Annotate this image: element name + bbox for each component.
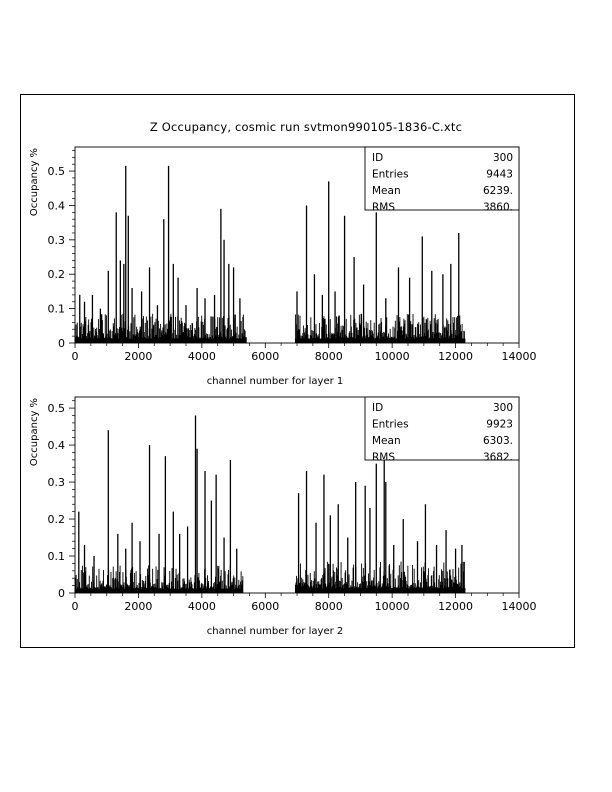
stats-label: Mean: [372, 435, 401, 447]
x-axis-label: channel number for layer 1: [207, 376, 344, 387]
x-axis-label: channel number for layer 2: [207, 626, 344, 637]
stats-label: Entries: [372, 169, 409, 181]
x-tick-label: 2000: [124, 350, 152, 363]
plot-panel-layer-1: 0 2000 4000 6000 8000 10000 12000 14000 0 0.1 0.2 0…: [29, 146, 537, 387]
stats-value: 9923: [486, 419, 513, 431]
histogram-bars: [74, 165, 466, 343]
y-tick-label: 0.2: [48, 268, 66, 281]
y-tick-label: 0: [58, 587, 65, 600]
x-tick-label: 10000: [375, 350, 410, 363]
y-tick-label: 0.5: [48, 402, 66, 415]
y-tick-label: 0.1: [48, 303, 66, 316]
stats-value: 6239.: [483, 185, 513, 197]
stats-label: RMS: [372, 202, 395, 214]
x-tick-label: 0: [72, 350, 79, 363]
x-tick-label: 2000: [124, 600, 152, 613]
y-tick-label: 0.3: [48, 476, 66, 489]
y-axis-label: Occupancy %: [29, 398, 40, 466]
y-tick-label: 0: [58, 337, 65, 350]
figure-frame: [20, 94, 575, 648]
y-tick-label: 0.4: [48, 199, 66, 212]
y-tick-label: 0.5: [48, 165, 66, 178]
y-tick-label: 0.4: [48, 439, 66, 452]
stats-box-frame: [364, 396, 520, 461]
y-tick-label: 0.2: [48, 513, 66, 526]
stats-value: 3682.: [483, 452, 513, 464]
stats-label: RMS: [372, 452, 395, 464]
x-tick-label: 4000: [188, 600, 216, 613]
x-tick-label: 4000: [188, 350, 216, 363]
x-tick-label: 0: [72, 600, 79, 613]
noise-bars: [74, 313, 466, 343]
figure-title: Z Occupancy, cosmic run svtmon990105-183…: [149, 120, 463, 134]
stats-label: ID: [372, 402, 383, 414]
stats-value: 9443: [486, 169, 513, 181]
stats-label: ID: [372, 152, 383, 164]
stats-box-frame: [364, 146, 520, 211]
x-tick-label: 10000: [375, 600, 410, 613]
plot-panel-layer-2: 0 2000 4000 6000 8000 10000 12000 14000 0 0.1 0.2 0…: [29, 396, 537, 637]
stats-label: Mean: [372, 185, 401, 197]
y-tick-label: 0.3: [48, 234, 66, 247]
histogram-bars: [74, 415, 466, 593]
stats-box: ID 300 Entries 9923 Mean 6303. RMS 3682.: [364, 396, 520, 464]
y-axis-label: Occupancy %: [29, 148, 40, 216]
stats-value: 3860.: [483, 202, 513, 214]
x-tick-label: 6000: [251, 350, 279, 363]
x-tick-label: 14000: [502, 350, 537, 363]
x-tick-label: 8000: [315, 350, 343, 363]
x-tick-label: 12000: [438, 600, 473, 613]
stats-value: 6303.: [483, 435, 513, 447]
stats-value: 300: [493, 402, 513, 414]
x-tick-label: 8000: [315, 600, 343, 613]
y-tick-label: 0.1: [48, 550, 66, 563]
stats-box: ID 300 Entries 9443 Mean 6239. RMS 3860.: [364, 146, 520, 214]
stats-label: Entries: [372, 419, 409, 431]
noise-bars: [74, 561, 466, 593]
stats-value: 300: [493, 152, 513, 164]
x-tick-label: 6000: [251, 600, 279, 613]
x-tick-label: 14000: [502, 600, 537, 613]
x-tick-label: 12000: [438, 350, 473, 363]
